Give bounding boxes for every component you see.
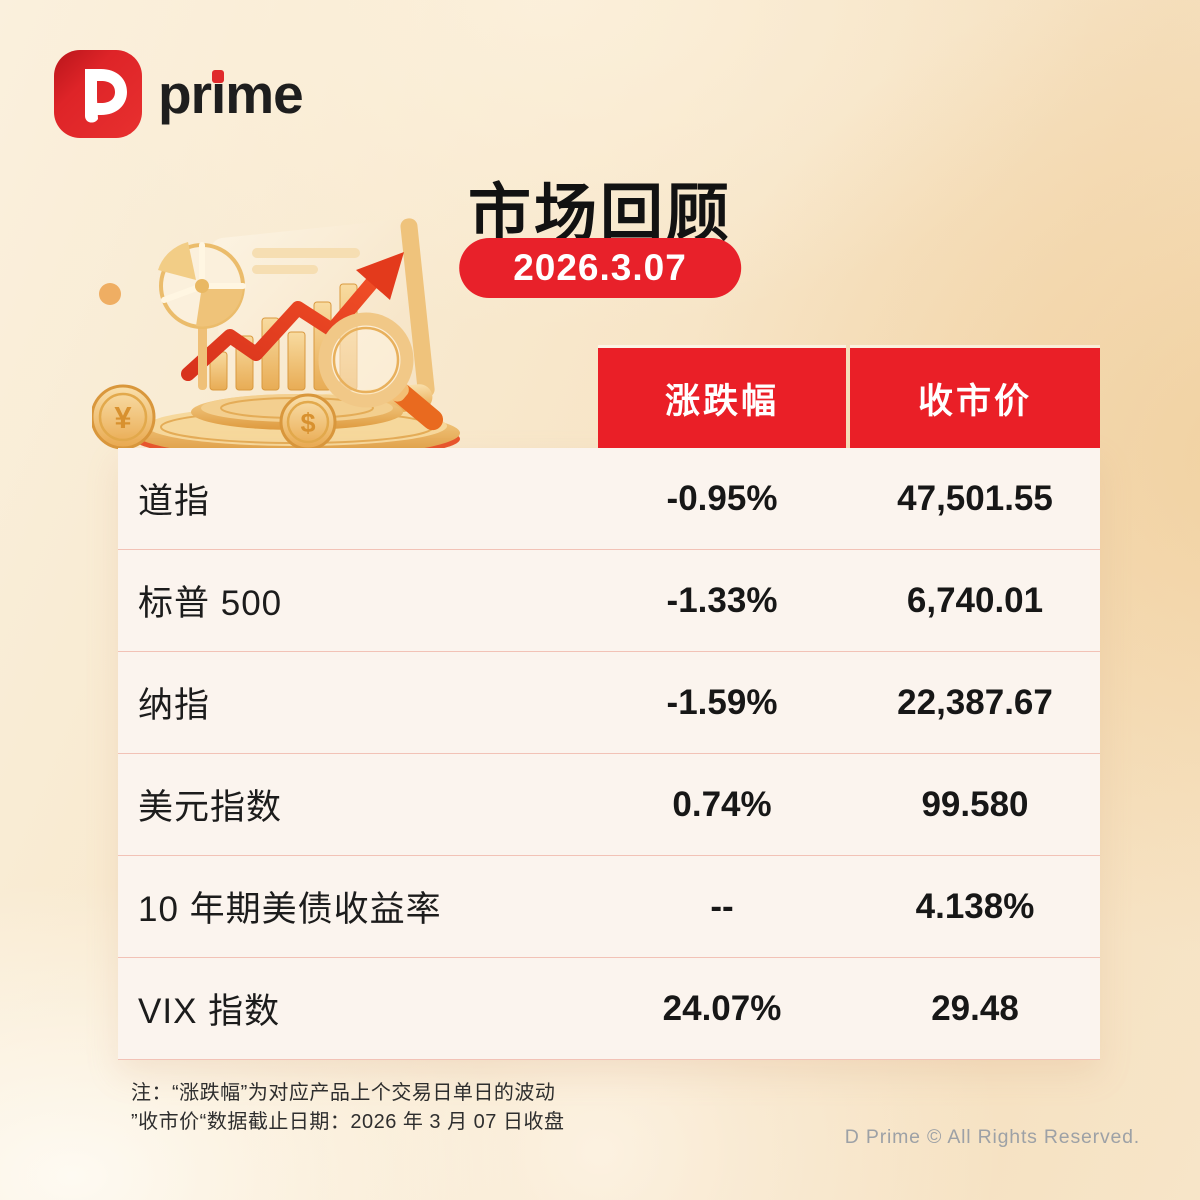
brand-logo: prime	[54, 50, 304, 138]
brand-wordmark: prime	[158, 62, 304, 125]
table-row-sp500: 标普 500 -1.33% 6,740.01	[118, 550, 1100, 652]
table-row-dow: 道指 -0.95% 47,501.55	[118, 448, 1100, 550]
table-row-ust10y: 10 年期美债收益率 -- 4.138%	[118, 856, 1100, 958]
date-badge: 2026.3.07	[459, 238, 741, 298]
wordmark-post: me	[225, 62, 303, 125]
footnote-line2: ”收市价“数据截止日期：2026 年 3 月 07 日收盘	[131, 1111, 565, 1133]
dollar-symbol: $	[300, 408, 315, 438]
row-change: -0.95%	[666, 478, 778, 518]
row-label: 纳指	[138, 686, 211, 725]
table-row-nasdaq: 纳指 -1.59% 22,387.67	[118, 652, 1100, 754]
pie-chart-icon	[158, 242, 246, 390]
footnote-line1: 注：“涨跌幅”为对应产品上个交易日单日的波动	[131, 1082, 556, 1104]
row-close: 4.138%	[915, 886, 1035, 926]
footnotes: 注：“涨跌幅”为对应产品上个交易日单日的波动 ”收市价“数据截止日期：2026 …	[131, 1079, 564, 1137]
table-header: 涨跌幅 收市价	[118, 348, 1100, 448]
copyright-text: D Prime © All Rights Reserved.	[844, 1126, 1140, 1148]
row-change: 24.07%	[662, 988, 782, 1028]
dprime-logo-icon	[54, 50, 142, 138]
row-close: 29.48	[931, 988, 1019, 1028]
gold-sphere	[99, 283, 121, 305]
row-close: 47,501.55	[897, 478, 1053, 518]
table-body: 道指 -0.95% 47,501.55 标普 500 -1.33% 6,740.…	[118, 448, 1100, 1060]
market-table: 涨跌幅 收市价 道指 -0.95% 47,501.55 标普 500 -1.33…	[118, 348, 1100, 1060]
row-change: -1.59%	[666, 682, 778, 722]
row-label: 道指	[138, 482, 211, 521]
row-close: 6,740.01	[906, 580, 1044, 620]
row-close: 22,387.67	[897, 682, 1053, 722]
row-label: 美元指数	[138, 788, 283, 827]
magnifier-icon	[318, 312, 444, 431]
panel-streak	[252, 265, 318, 274]
row-change: --	[710, 886, 734, 926]
column-header-change: 涨跌幅	[598, 348, 846, 448]
table-row-dollar-index: 美元指数 0.74% 99.580	[118, 754, 1100, 856]
page-title: 市场回顾	[468, 179, 732, 250]
row-label: 10 年期美债收益率	[138, 890, 442, 929]
panel-streak	[252, 248, 360, 258]
table-row-vix: VIX 指数 24.07% 29.48	[118, 958, 1100, 1060]
yen-symbol: ¥	[114, 400, 132, 435]
wordmark-i: i	[211, 62, 226, 125]
row-label: VIX 指数	[138, 992, 281, 1031]
row-close: 99.580	[921, 784, 1029, 824]
wordmark-pre: pr	[158, 62, 212, 125]
row-label: 标普 500	[138, 584, 283, 623]
column-header-close: 收市价	[850, 348, 1100, 448]
row-change: -1.33%	[666, 580, 778, 620]
row-change: 0.74%	[672, 784, 772, 824]
